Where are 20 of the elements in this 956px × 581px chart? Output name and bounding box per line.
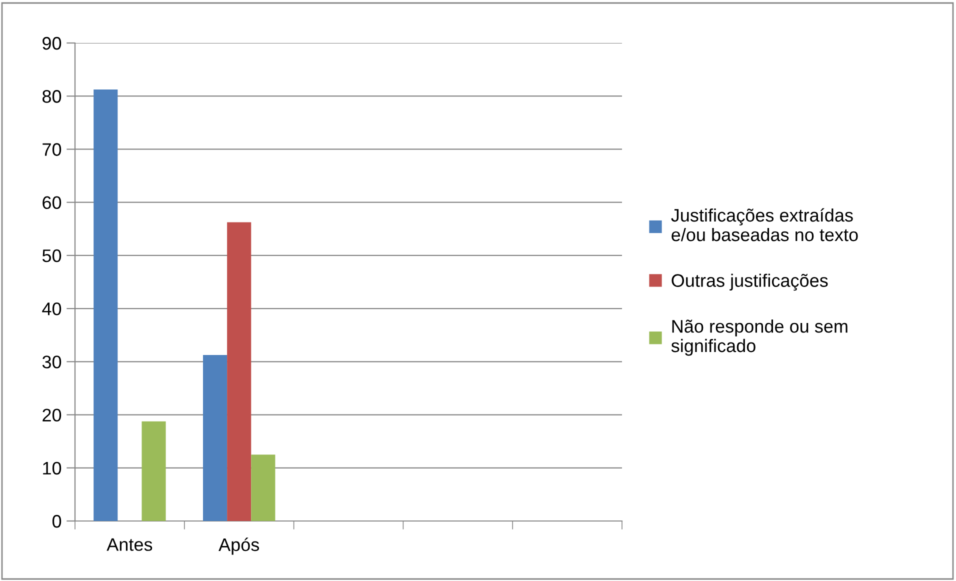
- legend-label: Justificações extraídas e/ou baseadas no texto: [671, 208, 858, 242]
- y-tick-label: 60: [42, 196, 62, 210]
- y-tick-label: 10: [43, 462, 62, 475]
- y-tick-label: 30: [42, 356, 62, 368]
- bar: [203, 355, 228, 521]
- y-tick-label: 40: [42, 302, 62, 316]
- x-tick-label: Antes: [106, 538, 152, 551]
- y-tick-label: 20: [42, 408, 62, 422]
- y-tick-label: 50: [42, 249, 62, 262]
- bar: [251, 454, 276, 521]
- bar: [94, 89, 118, 521]
- y-tick-label: 70: [42, 143, 62, 156]
- y-tick-label: 0: [52, 514, 62, 528]
- legend-label: Não responde ou sem significado: [671, 319, 848, 356]
- legend-label: Outras justificações: [672, 274, 828, 291]
- bar: [142, 421, 166, 521]
- bar: [227, 222, 252, 521]
- x-tick-label: Após: [218, 538, 260, 555]
- y-tick-label: 80: [42, 90, 62, 103]
- y-tick-label: 90: [42, 36, 62, 50]
